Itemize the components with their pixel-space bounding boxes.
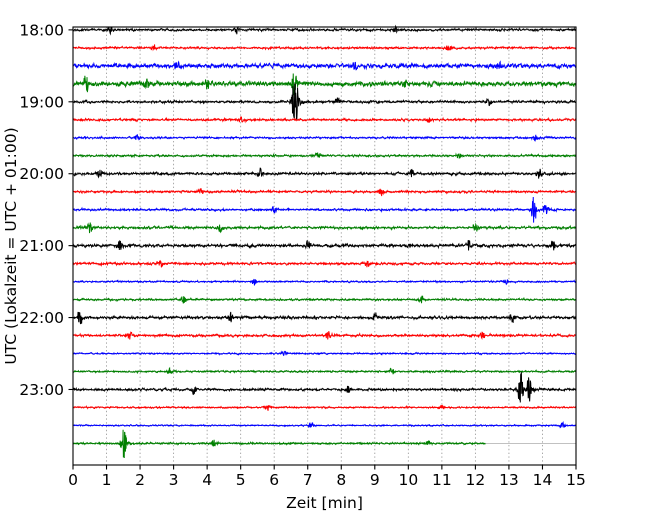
seismic-trace bbox=[72, 188, 577, 197]
seismic-trace bbox=[72, 278, 577, 286]
x-tick-label: 1 bbox=[102, 471, 112, 489]
seismic-trace bbox=[72, 331, 577, 341]
x-tick-label: 2 bbox=[135, 471, 145, 489]
x-tick-label: 15 bbox=[566, 471, 586, 489]
x-axis-ticks: 0 1 2 3 4 5 6 7 8 9 10 11 12 13 14 15 bbox=[68, 465, 586, 489]
x-axis-title: Zeit [min] bbox=[286, 494, 363, 512]
seismic-trace bbox=[72, 167, 577, 179]
x-tick-label: 14 bbox=[533, 471, 553, 489]
y-tick-label: 23:00 bbox=[19, 381, 64, 399]
x-tick-label: 11 bbox=[432, 471, 452, 489]
x-tick-label: 5 bbox=[236, 471, 246, 489]
x-tick-label: 12 bbox=[466, 471, 486, 489]
x-tick-label: 4 bbox=[202, 471, 212, 489]
seismic-trace bbox=[72, 295, 577, 304]
seismic-trace bbox=[72, 134, 577, 142]
x-tick-label: 9 bbox=[370, 471, 380, 489]
y-axis-ticks: 18:00 19:00 20:00 21:00 22:00 23:00 bbox=[19, 21, 73, 399]
trace-lines bbox=[72, 24, 577, 459]
seismic-trace bbox=[72, 350, 577, 357]
seismic-trace bbox=[72, 44, 577, 52]
seismic-trace bbox=[72, 222, 577, 234]
x-tick-label: 0 bbox=[68, 471, 78, 489]
x-tick-label: 10 bbox=[398, 471, 418, 489]
y-tick-label: 22:00 bbox=[19, 309, 64, 327]
seismic-trace bbox=[72, 240, 577, 251]
seismic-trace bbox=[72, 60, 577, 71]
y-tick-label: 18:00 bbox=[19, 21, 64, 39]
seismic-trace bbox=[72, 116, 577, 124]
seismic-trace bbox=[72, 372, 577, 403]
seismic-trace bbox=[72, 259, 577, 268]
seismic-trace bbox=[72, 152, 577, 159]
seismic-trace bbox=[72, 429, 486, 459]
y-tick-label: 19:00 bbox=[19, 93, 64, 111]
seismic-trace bbox=[72, 24, 577, 36]
y-tick-label: 20:00 bbox=[19, 165, 64, 183]
seismic-trace bbox=[72, 73, 577, 96]
seismic-trace bbox=[72, 311, 577, 325]
x-tick-label: 7 bbox=[303, 471, 313, 489]
seismic-trace bbox=[72, 196, 577, 223]
x-tick-label: 3 bbox=[169, 471, 179, 489]
y-axis-title: UTC (Lokalzeit = UTC + 01:00) bbox=[2, 127, 20, 364]
seismic-trace bbox=[72, 83, 577, 120]
seismic-trace bbox=[72, 404, 577, 411]
y-tick-label: 21:00 bbox=[19, 237, 64, 255]
x-tick-label: 8 bbox=[336, 471, 346, 489]
x-tick-label: 6 bbox=[269, 471, 279, 489]
x-tick-label: 13 bbox=[499, 471, 519, 489]
seismic-trace bbox=[72, 420, 577, 429]
seismic-trace bbox=[72, 366, 577, 375]
